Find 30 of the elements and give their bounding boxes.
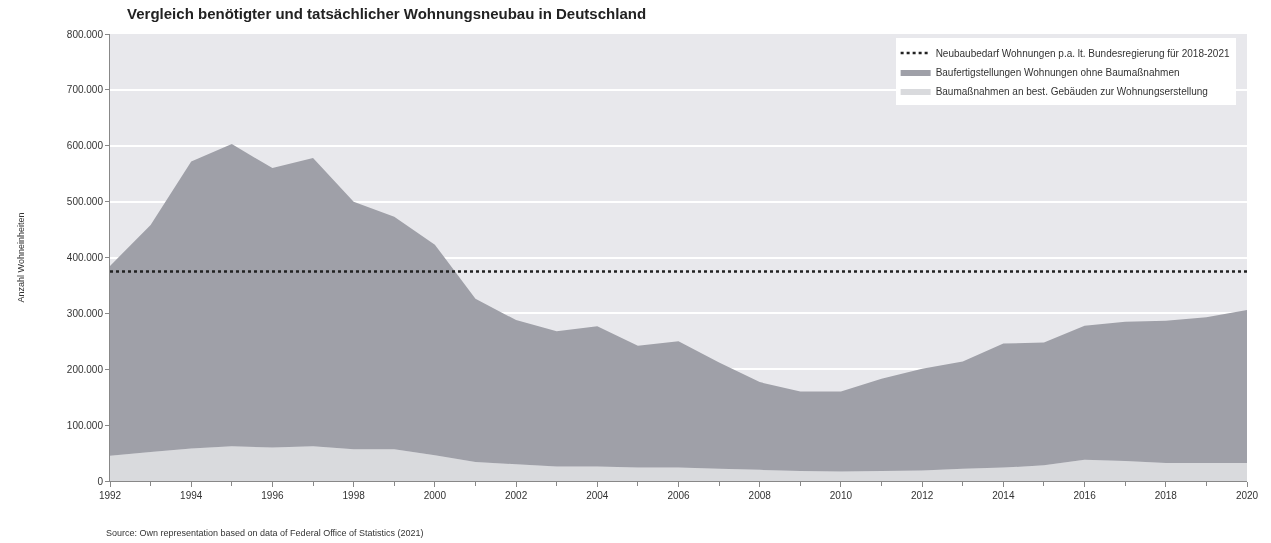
x-tick-label: 2008: [748, 490, 772, 501]
x-tick-label: 2006: [667, 490, 691, 501]
y-tick-label: 300.000: [66, 307, 104, 319]
chart-title: Vergleich benötigter und tatsächlicher Wohnungsneubau in Deutschland: [127, 4, 647, 22]
y-tick-label: 100.000: [66, 419, 104, 431]
x-tick-label: 2020: [1235, 490, 1259, 501]
y-tick-label: 800.000: [66, 28, 104, 40]
x-tick-label: 2004: [586, 490, 609, 501]
x-tick-label: 1998: [342, 490, 366, 501]
y-tick-label: 700.000: [66, 84, 104, 96]
source-note: Source: Own representation based on data of Federal Office of Statistics (2021): [106, 528, 424, 538]
x-tick-label: 2010: [829, 490, 853, 501]
x-tick-label: 2000: [423, 490, 447, 501]
x-tick-label: 1996: [261, 490, 284, 501]
x-tick-label: 1992: [98, 490, 122, 501]
x-tick-label: 2002: [504, 490, 528, 501]
legend-label: Neubaubedarf Wohnungen p.a. lt. Bundesregierung für 2018-2021: [935, 47, 1230, 59]
y-tick-label: 600.000: [66, 140, 104, 152]
y-tick-label: 500.000: [66, 196, 104, 208]
x-tick-label: 2016: [1073, 490, 1097, 501]
y-tick-label: 400.000: [66, 252, 104, 263]
x-tick-label: 2014: [992, 490, 1015, 501]
x-tick-label: 1994: [180, 490, 203, 501]
x-tick-label: 2012: [911, 490, 934, 501]
legend-label: Baumaßnahmen an best. Gebäuden zur Wohnungserstellung: [935, 85, 1208, 97]
y-tick-label: 200.000: [66, 363, 104, 375]
legend-label: Baufertigstellungen Wohnungen ohne Baumaßnahmen: [935, 66, 1180, 78]
y-axis-title: Anzahl Wohneinheiten: [16, 212, 27, 303]
y-tick-label: 0: [97, 475, 104, 487]
x-tick-label: 2018: [1154, 490, 1178, 501]
